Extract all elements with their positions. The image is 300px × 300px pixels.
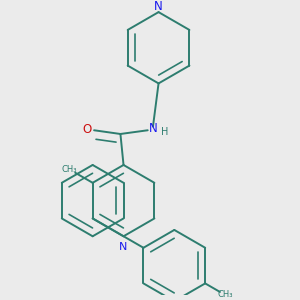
Text: N: N — [119, 242, 128, 252]
Text: CH₃: CH₃ — [217, 290, 233, 299]
Text: H: H — [161, 127, 168, 137]
Text: O: O — [82, 123, 92, 136]
Text: N: N — [148, 122, 157, 135]
Text: CH₃: CH₃ — [61, 165, 77, 174]
Text: N: N — [154, 0, 163, 13]
